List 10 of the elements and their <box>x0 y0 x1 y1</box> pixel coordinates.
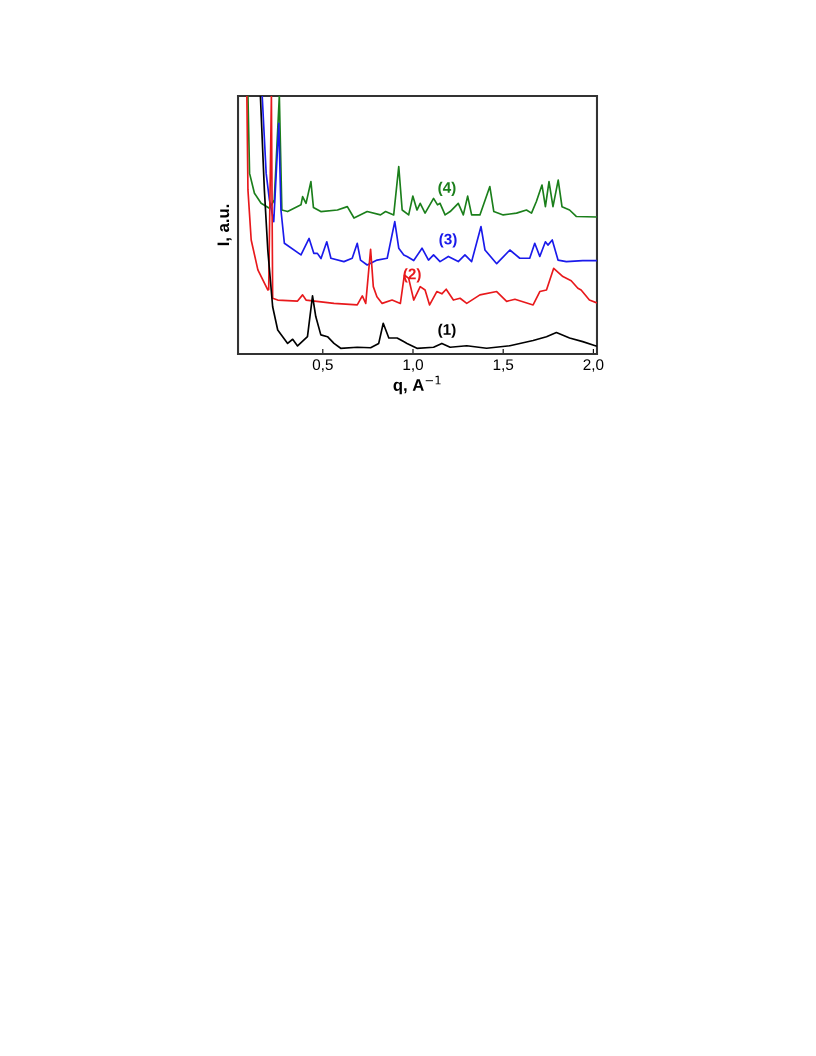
series-label: (3) <box>439 233 457 248</box>
series-label: (2) <box>403 268 421 283</box>
x-tick-label: 0,5 <box>312 359 333 372</box>
x-tick-label: 1,0 <box>403 359 424 372</box>
series-label: (1) <box>438 323 456 338</box>
series-label: (4) <box>438 181 456 196</box>
x-tick-label: 2,0 <box>583 359 604 372</box>
x-axis-title: q, A$^{−1}$ <box>393 375 441 395</box>
x-tick-label: 1,5 <box>493 359 514 372</box>
y-axis-title: I, a.u. <box>217 204 232 246</box>
